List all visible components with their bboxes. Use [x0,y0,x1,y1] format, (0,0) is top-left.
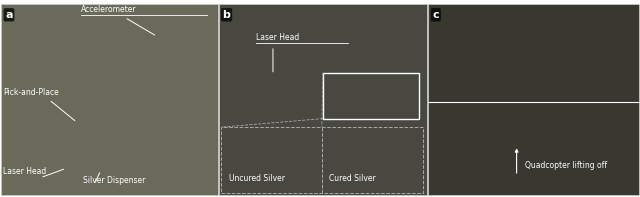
Bar [1,4,218,195]
Text: a: a [5,10,13,20]
Bar [428,4,639,195]
Bar [219,4,427,195]
Bar [221,127,423,193]
Text: Silver Dispenser: Silver Dispenser [83,176,146,185]
Bar [323,73,419,119]
Text: Cured Silver: Cured Silver [329,174,376,183]
Text: c: c [433,10,439,20]
Text: Pick-and-Place: Pick-and-Place [3,88,59,97]
Text: Quadcopter lifting off: Quadcopter lifting off [525,161,607,170]
Text: b: b [223,10,230,20]
Text: Accelerometer: Accelerometer [81,6,137,14]
Text: Laser Head: Laser Head [256,33,300,42]
Text: Uncured Silver: Uncured Silver [229,174,285,183]
Text: Laser Head: Laser Head [3,167,47,176]
